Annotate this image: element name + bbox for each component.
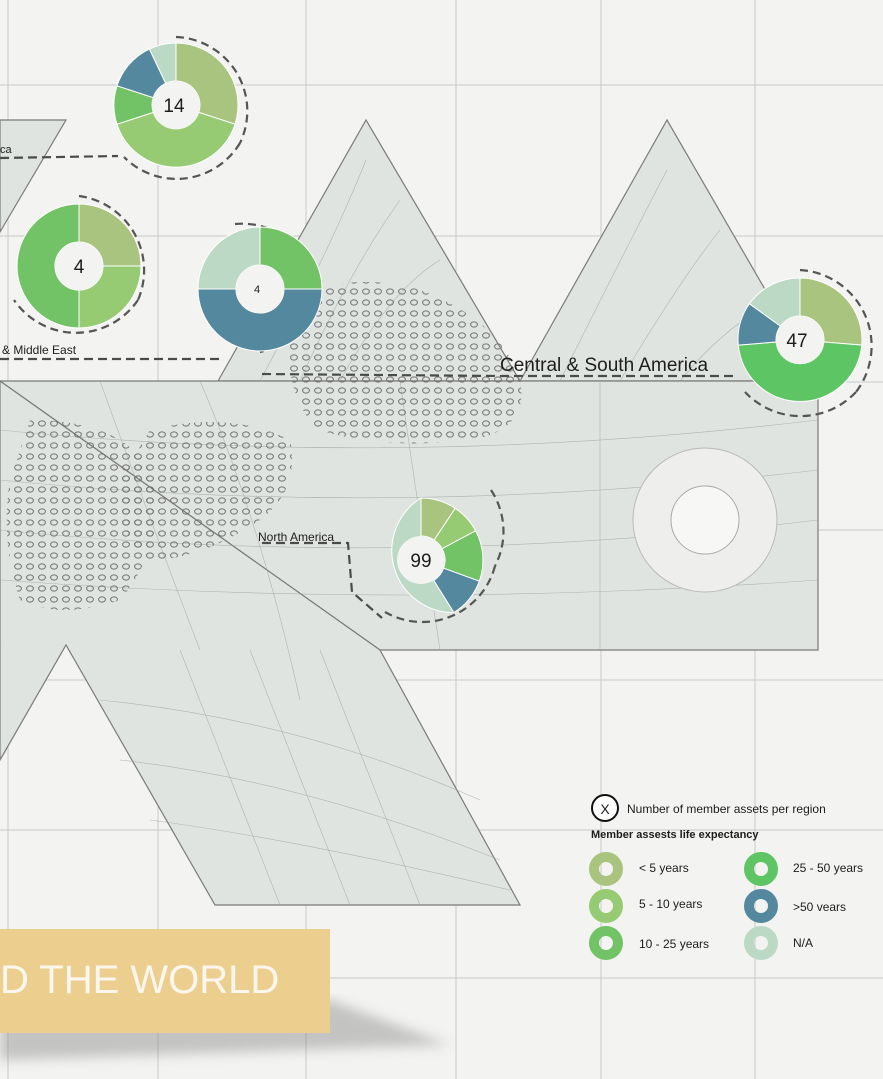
svg-text:< 5 years: < 5 years xyxy=(639,861,689,875)
donut-region-top[interactable]: 14 xyxy=(113,35,249,180)
banner-title: D THE WORLD xyxy=(0,958,279,1002)
legend-item-na: N/A xyxy=(744,926,813,960)
svg-text:N/A: N/A xyxy=(793,936,813,950)
count-symbol-letter: X xyxy=(600,801,610,817)
region-count-europe: 4 xyxy=(254,284,260,296)
donut-region-north-america[interactable]: 99 xyxy=(384,489,505,624)
svg-text:10 - 25 years: 10 - 25 years xyxy=(639,937,709,951)
svg-text:5 - 10 years: 5 - 10 years xyxy=(639,897,702,911)
svg-text:>50 vears: >50 vears xyxy=(793,900,846,914)
antarctica-shape xyxy=(632,447,778,593)
region-count-africa: 4 xyxy=(74,257,85,278)
region-label-africa: ca xyxy=(0,144,13,156)
legend-item-25-50: 25 - 50 years xyxy=(744,852,863,886)
region-boundaries xyxy=(0,154,735,619)
region-label-south-america: Central & South America xyxy=(500,355,708,376)
legend-item-5-10: 5 - 10 years xyxy=(589,889,702,923)
donut-region-south-america[interactable]: 47 xyxy=(737,268,873,418)
count-symbol-icon xyxy=(591,794,619,822)
region-label-europe: & Middle East xyxy=(2,343,77,357)
region-count-north-america: 99 xyxy=(410,551,431,572)
legend-item-10-25: 10 - 25 years xyxy=(589,926,709,960)
legend-item-gt50: >50 vears xyxy=(744,889,846,923)
donut-region-europe[interactable]: 4 xyxy=(197,222,323,354)
donut-region-africa[interactable]: 4 xyxy=(13,194,146,334)
legend-title: Member assests life expectancy xyxy=(591,829,759,841)
region-label-north-america: North America xyxy=(258,530,334,544)
region-count-south-america: 47 xyxy=(786,331,807,352)
legend-item-lt5: < 5 years xyxy=(589,852,689,886)
title-banner: D THE WORLD xyxy=(0,929,450,1060)
svg-text:25 - 50 years: 25 - 50 years xyxy=(793,861,863,875)
legend: X Number of member assets per region Mem… xyxy=(589,794,863,960)
region-count-top: 14 xyxy=(163,96,185,117)
count-symbol-label: Number of member assets per region xyxy=(627,802,826,816)
continent-dots xyxy=(6,282,522,610)
